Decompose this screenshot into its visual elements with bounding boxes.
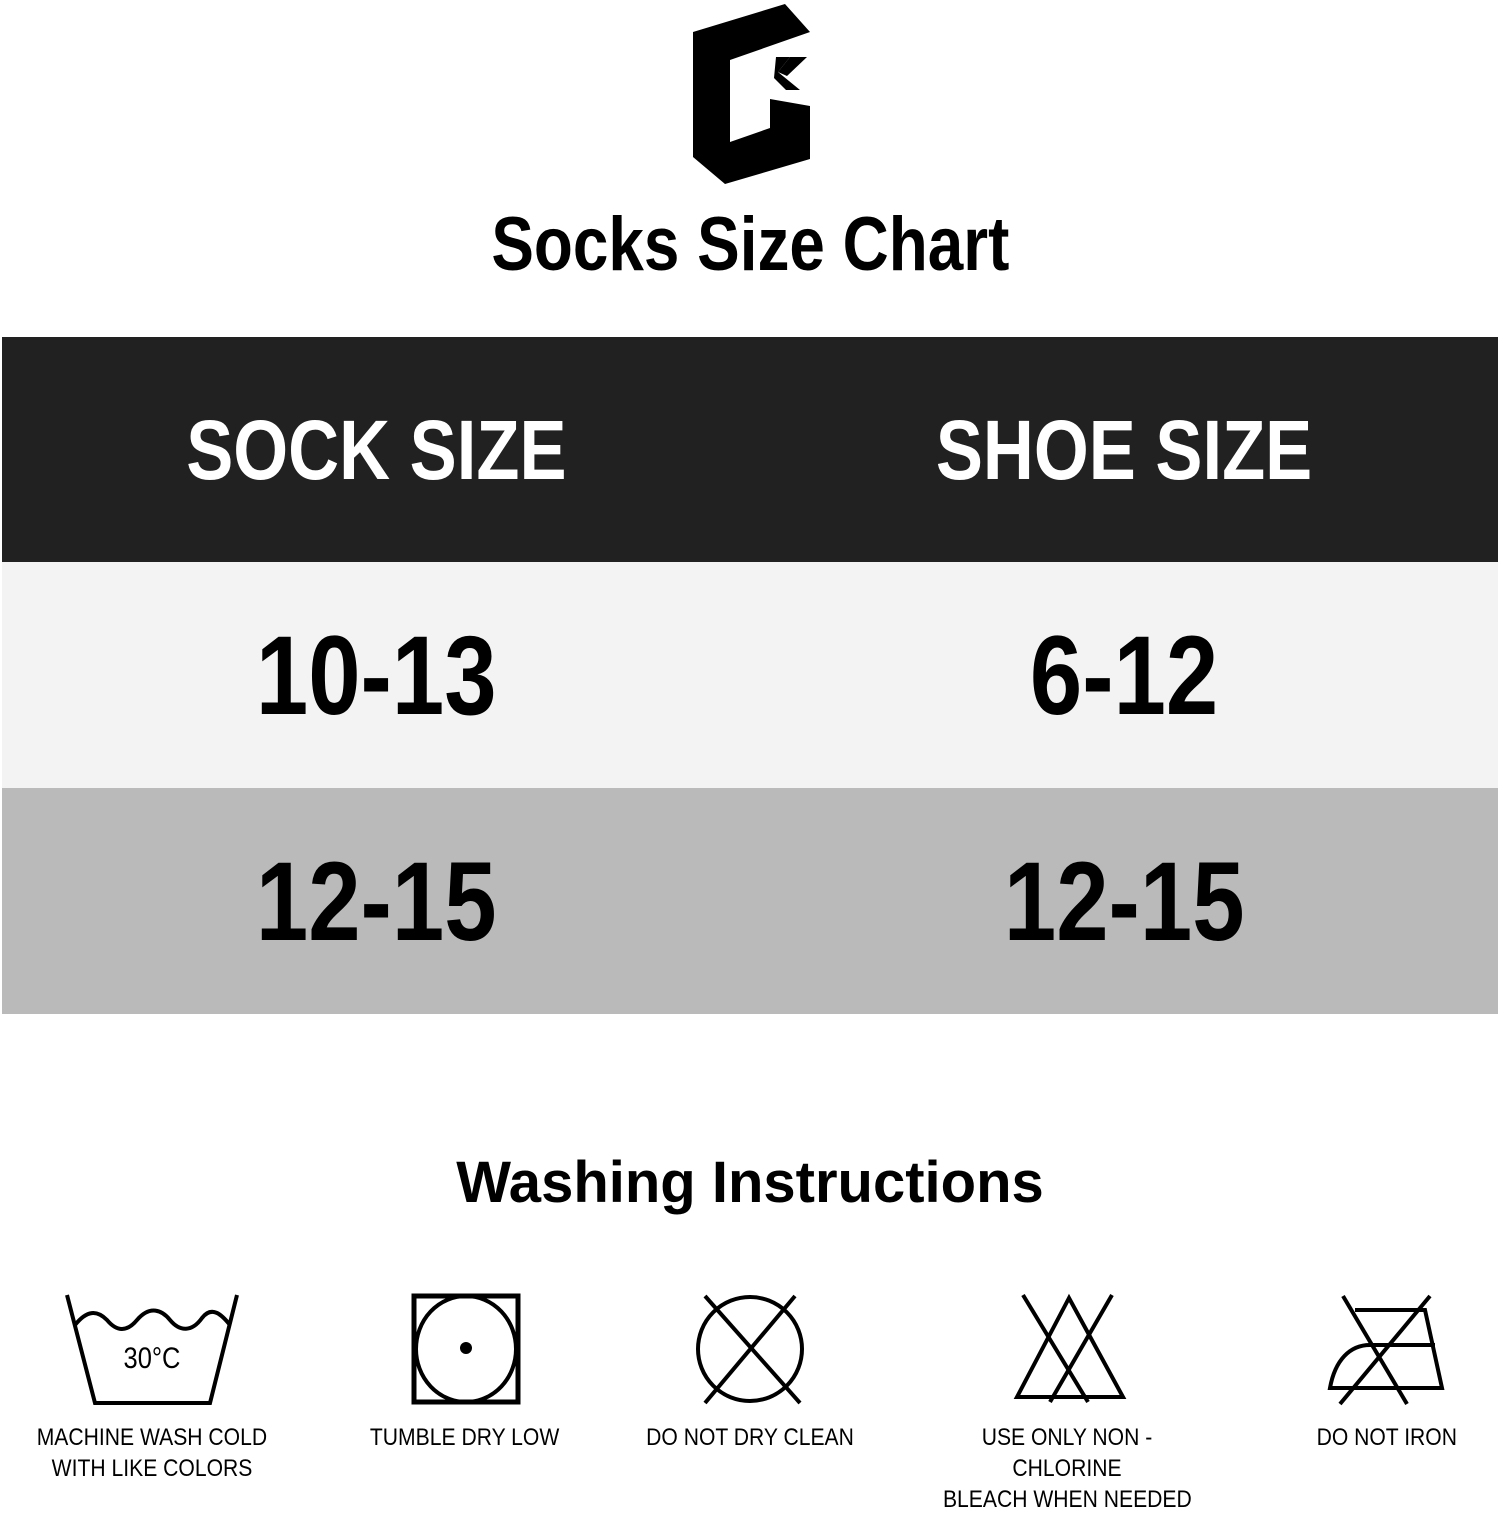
page-title: Socks Size Chart bbox=[490, 202, 1010, 287]
tumble-dry-low-icon bbox=[411, 1293, 521, 1405]
bleach-label: USE ONLY NON - CHLORINE BLEACH WHEN NEEDE… bbox=[942, 1424, 1192, 1513]
table-row: 12-15 12-15 bbox=[2, 788, 1498, 1014]
washing-title: Washing Instructions bbox=[456, 1150, 1044, 1215]
no-iron-icon bbox=[1327, 1294, 1445, 1406]
wash-tub-icon: 30°C bbox=[65, 1294, 239, 1405]
sock-size-cell: 10-13 bbox=[255, 612, 497, 738]
tumble-dry-label: TUMBLE DRY LOW bbox=[370, 1424, 560, 1451]
wash-label: MACHINE WASH COLD WITH LIKE COLORS bbox=[36, 1424, 268, 1482]
size-table-header: SOCK SIZE SHOE SIZE bbox=[2, 337, 1498, 563]
header-sock-size: SOCK SIZE bbox=[185, 402, 567, 497]
header-shoe-size: SHOE SIZE bbox=[935, 402, 1313, 497]
shoe-size-cell: 6-12 bbox=[1029, 612, 1219, 738]
dry-clean-label: DO NOT DRY CLEAN bbox=[646, 1424, 854, 1451]
shoe-size-cell: 12-15 bbox=[1003, 838, 1245, 964]
wash-temperature: 30°C bbox=[124, 1341, 181, 1374]
no-chlorine-bleach-icon bbox=[1013, 1293, 1127, 1404]
no-dry-clean-icon bbox=[696, 1294, 804, 1405]
table-row: 10-13 6-12 bbox=[2, 562, 1498, 788]
sock-size-cell: 12-15 bbox=[255, 838, 497, 964]
iron-label: DO NOT IRON bbox=[1316, 1424, 1458, 1451]
gk-logo bbox=[693, 4, 810, 184]
